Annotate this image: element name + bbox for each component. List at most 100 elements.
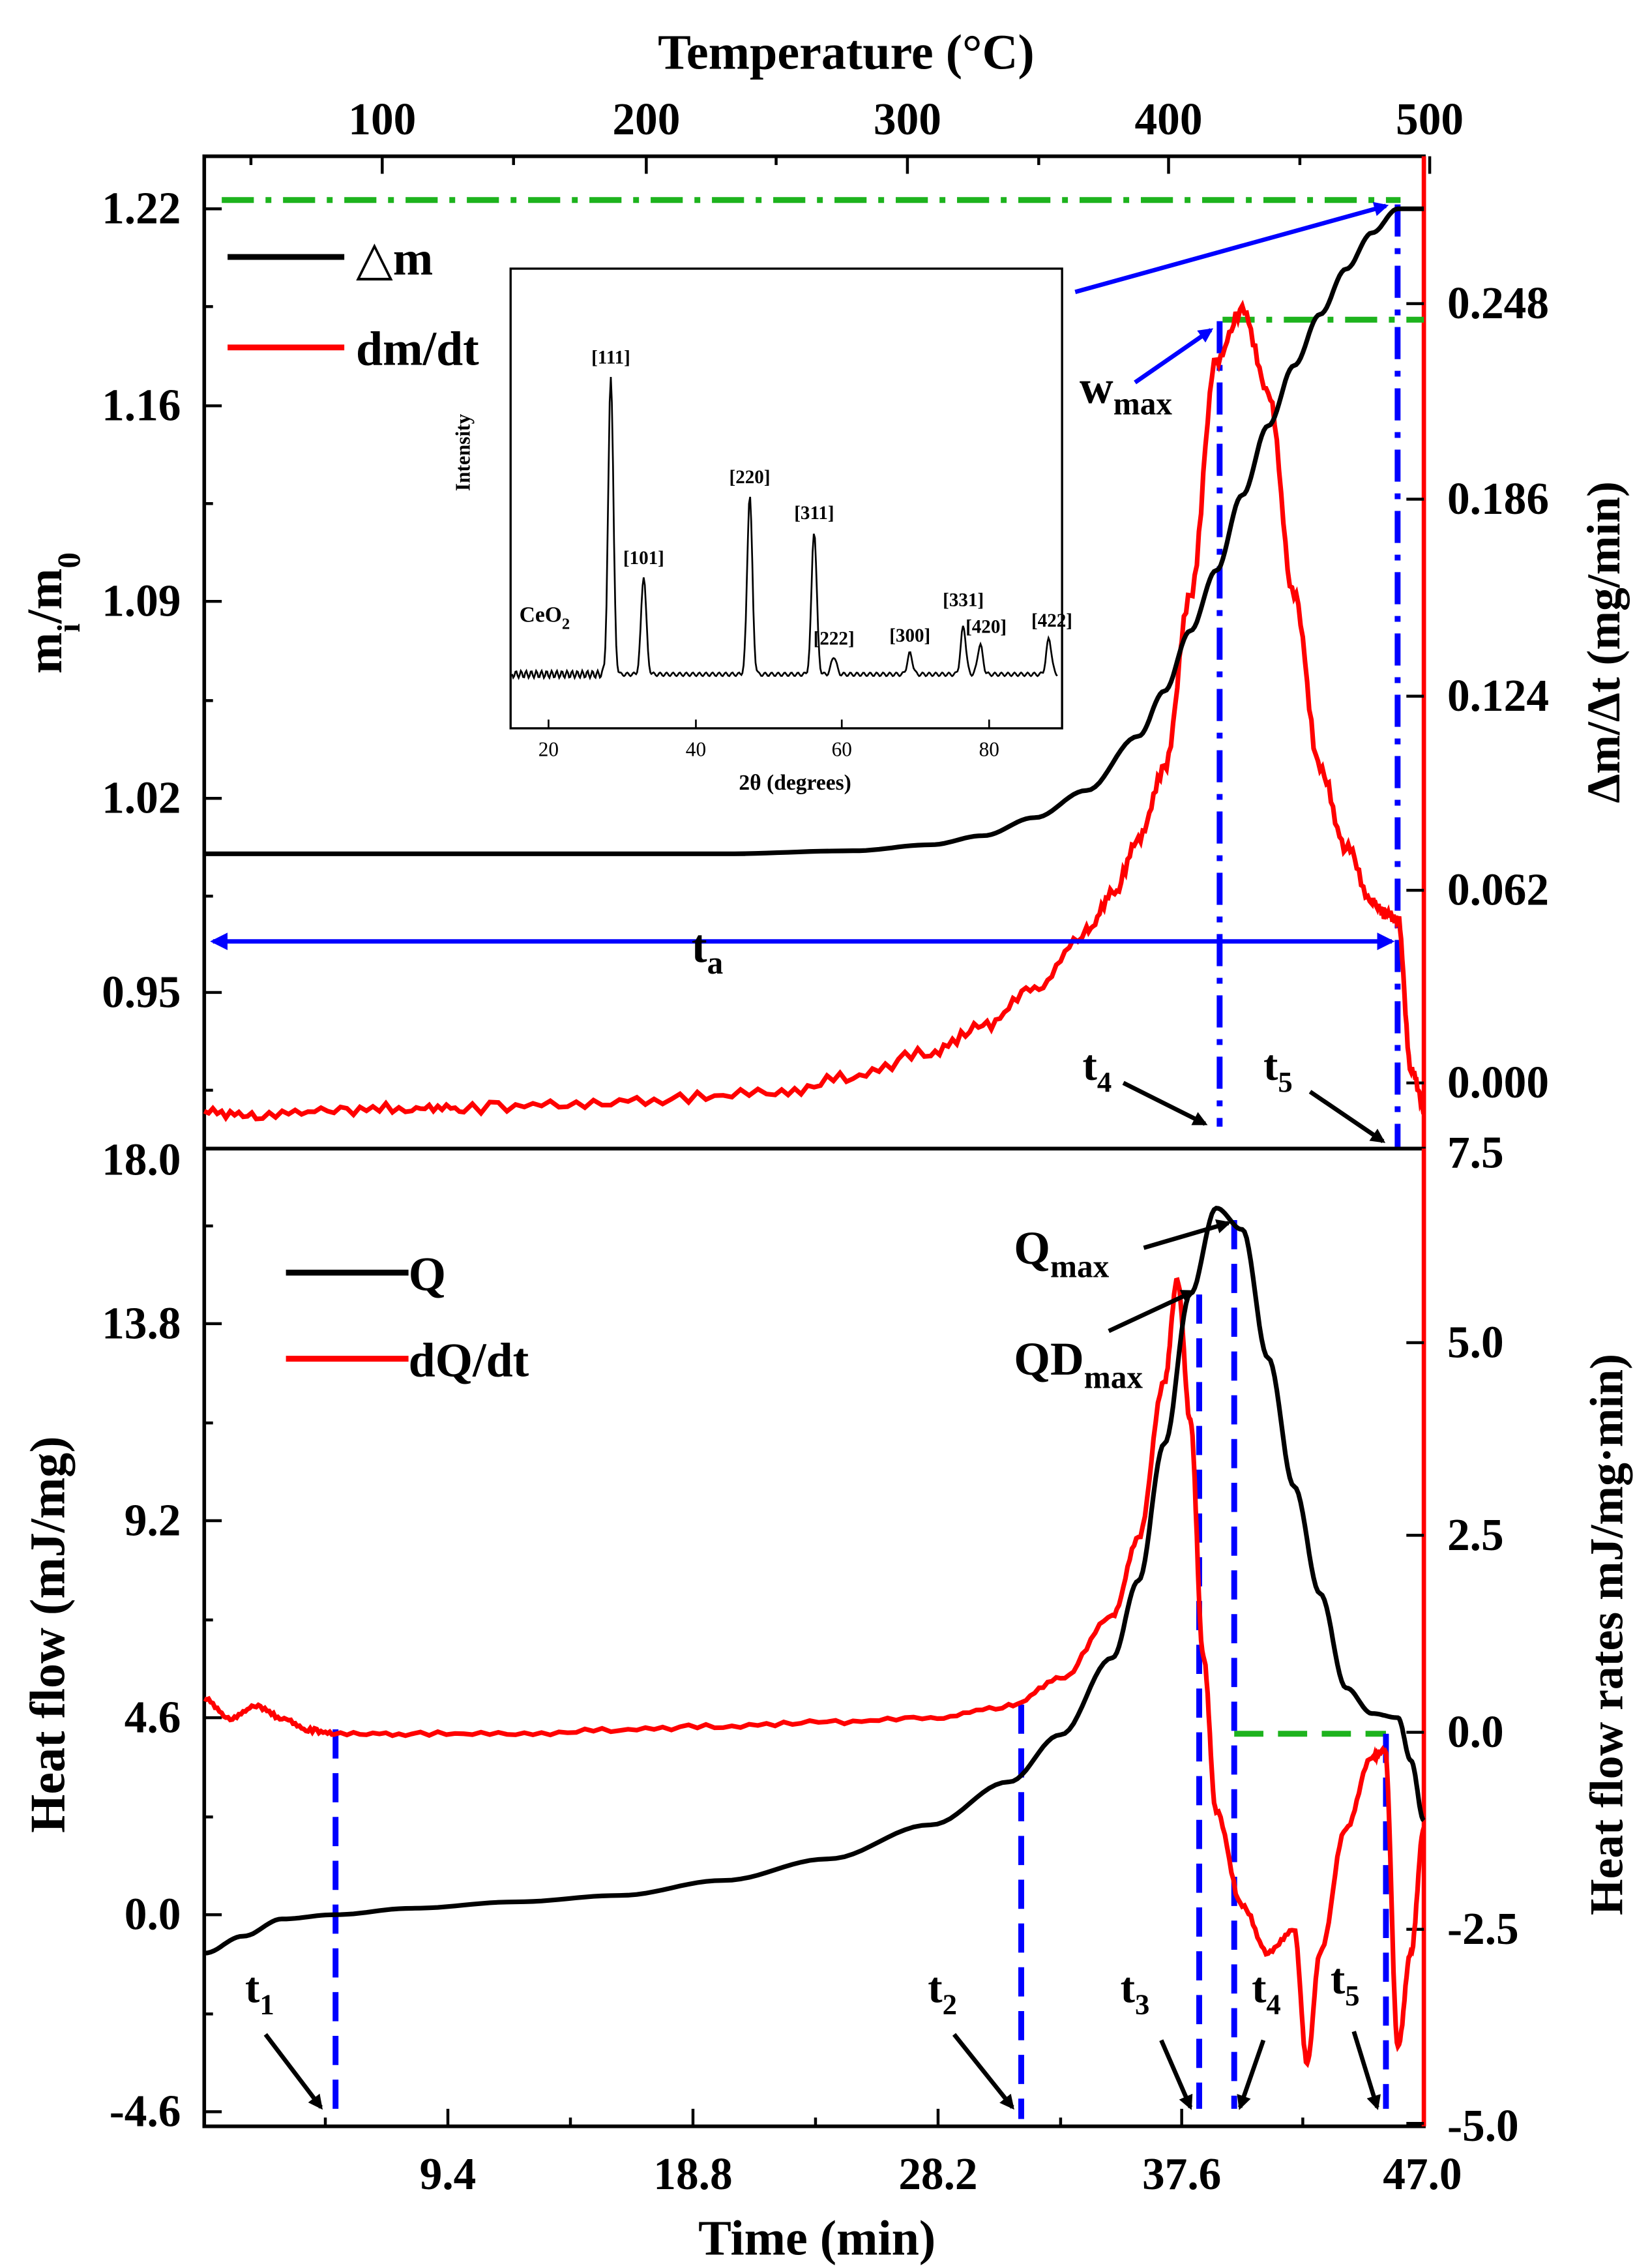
top-right-y-ticks: 0.248 0.186 0.124 0.062 0.000 [1447,278,1549,1108]
inset-peak-label: [422] [1031,610,1072,631]
inset-x-axis-title: 2θ (degrees) [739,771,851,795]
inset-peak-label: [101] [623,548,664,569]
t1-arrow [263,2033,323,2110]
right-y-tick: -5.0 [1447,2101,1519,2151]
bottom-right-y-axis-title: Heat flow rates mJ/mg·min) [1581,1354,1632,1915]
top-t5-label: t5 [1263,1041,1293,1098]
t4-label: t4 [1252,1963,1281,2021]
inset-peak-label: [220] [729,467,771,488]
top-x-axis-title: Temperature (°C) [658,25,1035,80]
right-y-tick: 0.0 [1447,1707,1504,1757]
series-line-dmdt [203,299,1426,1122]
x-tick: 37.6 [1142,2149,1221,2200]
x-tick: 28.2 [898,2149,977,2200]
top-x-tick: 300 [874,95,941,145]
xrd-inset: Intensity 20 40 60 80 2θ (degrees) CeO2 … [452,267,1072,795]
t5-arrow [1351,2031,1381,2110]
top-x-tick: 100 [348,95,416,145]
bottom-left-y-tickmarks [204,1224,222,2113]
top-t4-label: t4 [1082,1041,1112,1098]
ta-label: ta [692,921,723,981]
legend-label-delta-m: △m [356,231,433,285]
bottom-right-y-tickmarks [1406,1341,1424,2125]
series-line-dqdt [203,1277,1426,2068]
top-left-y-axis-title: mi/m0 [18,552,87,674]
inset-x-tick: 80 [979,738,999,760]
left-y-tick: 13.8 [102,1298,181,1349]
qmax-arrow [1143,1219,1231,1250]
bottom-x-tickmarks [323,2108,1304,2126]
left-y-tick: 9.2 [125,1495,181,1545]
inset-peak-label: [420] [965,616,1007,637]
bottom-left-y-ticks: 18.0 13.8 9.2 4.6 0.0 -4.6 [102,1135,181,2137]
inset-peak-label: [222] [814,629,855,649]
top-x-tickmarks [249,156,1432,174]
t3-arrow [1159,2039,1193,2110]
right-y-tick: 7.5 [1447,1127,1504,1178]
top-x-tick: 400 [1134,95,1202,145]
inset-peak-label: [300] [889,625,930,646]
series-line-delta-m [204,206,1424,856]
right-y-tick: 0.124 [1447,671,1549,721]
inset-x-tick: 20 [538,738,559,760]
t5-label: t5 [1331,1954,1360,2012]
left-y-tick: 1.22 [102,184,181,234]
left-y-tick: 0.95 [102,967,181,1017]
left-y-tick: 1.02 [102,773,181,824]
inset-x-tick: 40 [686,738,706,760]
left-y-tick: 0.0 [125,1890,181,1940]
legend-label-q: Q [409,1247,446,1300]
x-tick: 18.8 [653,2149,732,2200]
inset-x-tickmarks [548,719,990,728]
inset-x-tick: 60 [832,738,852,760]
top-left-y-tickmarks [204,207,222,1092]
inset-frame [509,267,1063,730]
x-tick: 47.0 [1383,2149,1462,2200]
top-panel: Temperature (°C) 100 200 300 400 500 [18,25,1630,1151]
right-y-tick: 2.5 [1447,1510,1504,1560]
inset-peak-label: [331] [943,589,984,610]
t3-label: t3 [1121,1963,1150,2021]
top-x-tick: 500 [1396,95,1464,145]
bottom-plot-frame [202,1146,1426,2128]
bottom-left-y-axis-title: Heat flow (mJ/mg) [20,1436,75,1832]
left-y-tick: 18.0 [102,1135,181,1186]
top-right-y-axis-title: Δm/Δt (mg/min) [1578,481,1630,803]
top-left-y-ticks: 1.22 1.16 1.09 1.02 0.95 [102,184,181,1018]
blue-pointer-arrow-2 [1134,328,1214,385]
top-legend: △m dm/dt [228,231,479,376]
top-x-tick: 200 [612,95,680,145]
qmax-label: Qmax [1014,1223,1109,1284]
left-y-tick: 4.6 [125,1693,181,1743]
t4-arrow [1237,2039,1266,2110]
right-y-tick: 0.000 [1447,1058,1549,1108]
qdmax-arrow [1108,1289,1196,1334]
right-y-tick: 0.248 [1447,278,1549,329]
left-y-tick: 1.09 [102,576,181,627]
legend-label-dqdt: dQ/dt [409,1333,529,1386]
bottom-legend: Q dQ/dt [286,1247,529,1386]
inset-x-ticks: 20 40 60 80 [538,738,999,760]
inset-sample-label: CeO2 [520,603,570,633]
bottom-x-ticks: 9.4 18.8 28.2 37.6 47.0 [420,2149,1462,2200]
legend-label-dmdt: dm/dt [356,322,479,376]
bottom-right-y-ticks: 7.5 5.0 2.5 0.0 -2.5 -5.0 [1447,1127,1519,2151]
top-t5-arrow [1308,1090,1386,1143]
inset-xrd-pattern [511,376,1058,681]
bottom-t-annotations: t1 t2 t3 t4 t5 [245,1954,1360,2020]
top-right-y-tickmarks [1406,302,1424,1084]
top-x-ticks: 100 200 300 400 500 [348,95,1464,145]
right-y-tick: -2.5 [1447,1904,1519,1954]
bottom-panel: 18.0 13.8 9.2 4.6 0.0 -4.6 Heat flow (mJ… [20,1127,1632,2265]
t2-arrow [952,2033,1014,2110]
inset-peak-label: [111] [591,347,630,368]
bottom-x-axis-title: Time (min) [698,2211,935,2266]
blue-pointer-arrow-1 [1074,201,1389,294]
inset-y-axis-title: Intensity [452,413,475,491]
t1-label: t1 [245,1963,274,2021]
top-t4-arrow [1122,1081,1208,1126]
t2-label: t2 [928,1963,957,2021]
right-y-tick: 5.0 [1447,1317,1504,1367]
right-y-tick: 0.062 [1447,865,1549,916]
